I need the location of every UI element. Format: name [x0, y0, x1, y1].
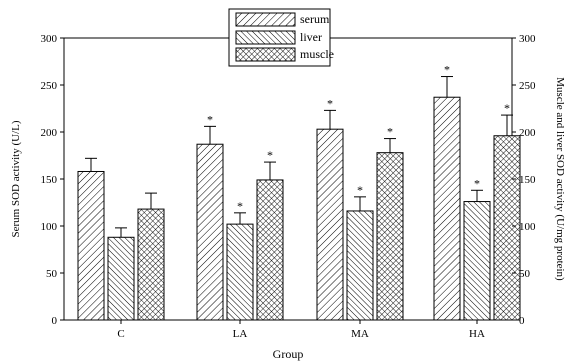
- y-tick-label: 300: [41, 33, 58, 45]
- significance-mark-muscle: *: [387, 125, 393, 139]
- y2-tick-label: 200: [519, 127, 536, 139]
- legend-swatch-serum: [235, 12, 296, 27]
- bar-muscle: [256, 179, 284, 321]
- legend-item-muscle: muscle: [235, 47, 334, 62]
- x-axis-label: Group: [273, 347, 304, 361]
- y2-tick-label: 150: [519, 174, 536, 186]
- y2-tick-label: 300: [519, 33, 536, 45]
- y-tick-label: 250: [41, 80, 58, 92]
- x-tick-label: LA: [233, 328, 248, 340]
- significance-mark-serum: *: [207, 112, 213, 126]
- legend-swatch-muscle: [235, 47, 296, 62]
- legend: serum liver muscle: [228, 8, 334, 67]
- bar-muscle: [493, 135, 521, 321]
- significance-mark-serum: *: [327, 96, 333, 110]
- y2-axis-label: Muscle and liver SOD activity (U/mg prot…: [554, 77, 566, 281]
- legend-item-serum: serum: [235, 12, 330, 27]
- significance-mark-liver: *: [357, 183, 363, 197]
- significance-mark-liver: *: [474, 176, 480, 190]
- legend-swatch-liver: [235, 30, 296, 45]
- x-axis: C LA MA HA: [117, 320, 485, 340]
- bar-serum: [77, 170, 105, 321]
- x-tick-label: HA: [469, 328, 485, 340]
- x-tick-label: C: [117, 328, 124, 340]
- bar-muscle: [376, 152, 404, 321]
- significance-mark-muscle: *: [267, 148, 273, 162]
- y-axis-label: Serum SOD activity (U/L): [10, 120, 22, 237]
- significance-mark-serum: *: [444, 63, 450, 77]
- y2-tick-label: 250: [519, 80, 536, 92]
- y-tick-label: 0: [52, 315, 58, 327]
- significance-mark-liver: *: [237, 199, 243, 213]
- x-tick-label: MA: [351, 328, 369, 340]
- legend-label-serum: serum: [300, 12, 330, 26]
- bar-liver: [226, 223, 254, 321]
- y-tick-label: 50: [46, 268, 58, 280]
- bar-serum: [196, 143, 224, 321]
- bar-serum: [316, 128, 344, 321]
- y2-tick-label: 100: [519, 221, 536, 233]
- left-axis: 0 50 100 150 200 250 300: [41, 33, 64, 327]
- y2-tick-label: 0: [519, 315, 525, 327]
- bar-muscle: [137, 208, 165, 321]
- y-tick-label: 150: [41, 174, 58, 186]
- y2-tick-label: 50: [519, 268, 531, 280]
- y-tick-label: 200: [41, 127, 58, 139]
- y-tick-label: 100: [41, 221, 58, 233]
- right-axis: 0 50 100 150 200 250 300: [512, 33, 536, 327]
- bar-liver: [346, 210, 374, 321]
- bar-liver: [107, 236, 135, 321]
- legend-item-liver: liver: [235, 30, 322, 45]
- significance-mark-muscle: *: [504, 101, 510, 115]
- bar-serum: [433, 96, 461, 321]
- bars-layer: * * * * * * * * *: [77, 63, 521, 321]
- legend-label-liver: liver: [300, 30, 322, 44]
- legend-label-muscle: muscle: [300, 47, 334, 61]
- bar-liver: [463, 201, 491, 321]
